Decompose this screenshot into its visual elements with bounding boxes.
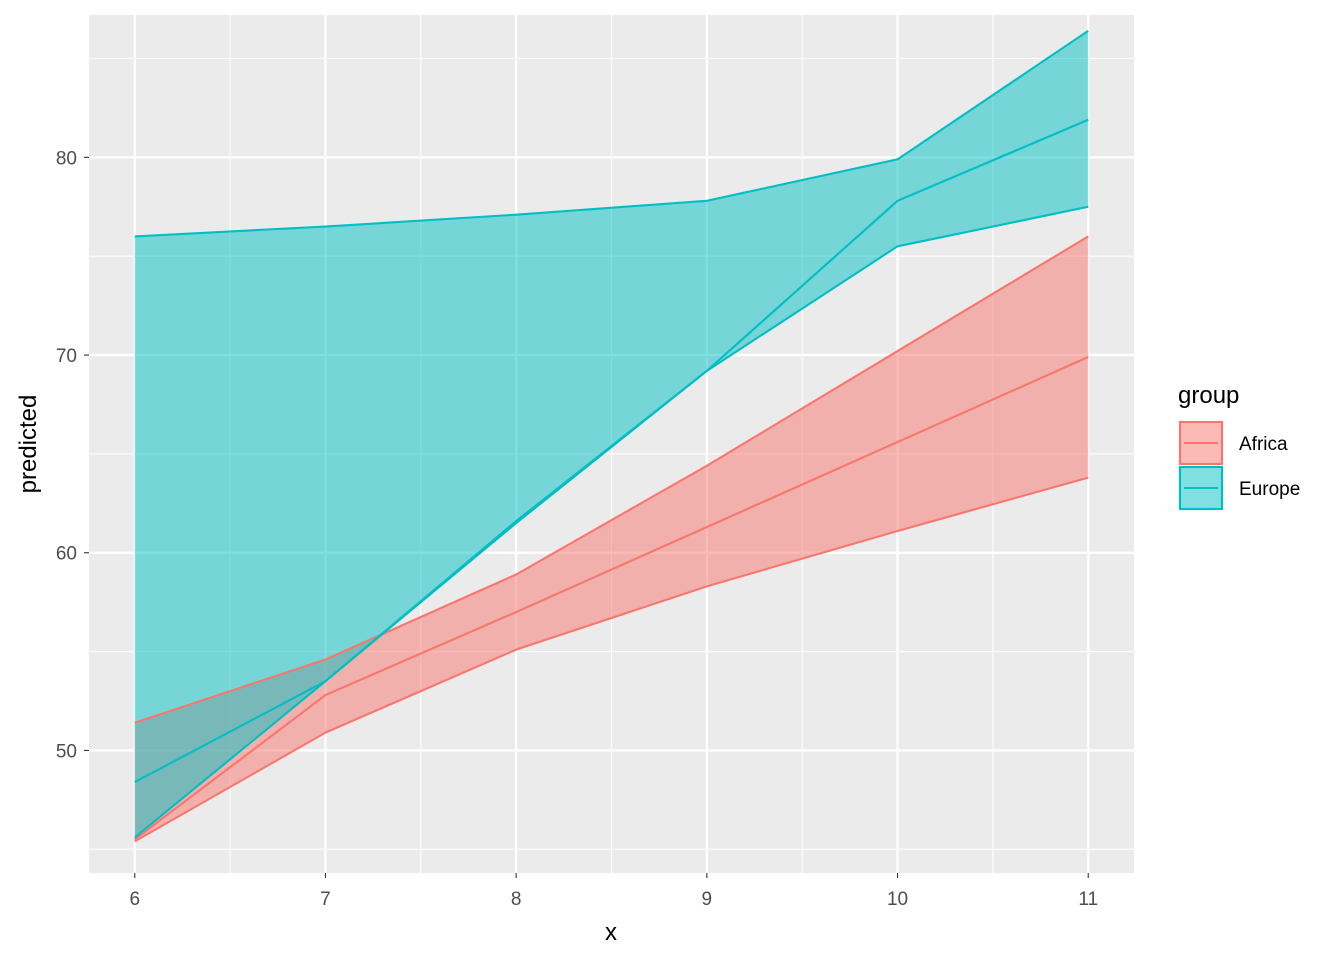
legend-item-europe: Europe — [1178, 465, 1300, 511]
x-tick-label: 7 — [320, 889, 331, 910]
y-axis-title: predicted — [15, 395, 42, 494]
x-axis: 6 7 8 9 10 11 — [129, 873, 1098, 910]
line-africa-conf-low — [134, 476, 1089, 843]
legend-item-africa: Africa — [1178, 420, 1288, 466]
x-tick-label: 11 — [1078, 889, 1098, 910]
y-tick-label: 80 — [56, 148, 77, 169]
x-tick-label: 9 — [702, 889, 713, 910]
y-tick-label: 70 — [56, 346, 77, 367]
line-africa-predicted — [134, 356, 1089, 841]
ribbons — [134, 30, 1089, 842]
x-tick-label: 6 — [129, 889, 140, 910]
legend: group Africa Europe — [1178, 382, 1300, 511]
legend-label-europe: Europe — [1239, 479, 1300, 500]
x-tick-label: 10 — [887, 889, 908, 910]
y-tick-label: 60 — [56, 544, 77, 565]
legend-label-africa: Africa — [1239, 434, 1288, 455]
line-africa-conf-high — [134, 235, 1089, 724]
y-tick-label: 50 — [56, 741, 77, 762]
legend-title: group — [1178, 382, 1239, 409]
x-axis-title: x — [605, 919, 617, 946]
ribbon-europe — [134, 30, 1089, 838]
line-europe-predicted — [134, 118, 1089, 783]
legend-items: Africa Europe — [1178, 420, 1300, 511]
ribbon-africa — [134, 236, 1089, 842]
line-europe-conf-high — [134, 29, 1089, 238]
series-lines — [134, 29, 1089, 843]
x-tick-label: 8 — [511, 889, 522, 910]
y-axis: 50 60 70 80 — [56, 148, 89, 762]
